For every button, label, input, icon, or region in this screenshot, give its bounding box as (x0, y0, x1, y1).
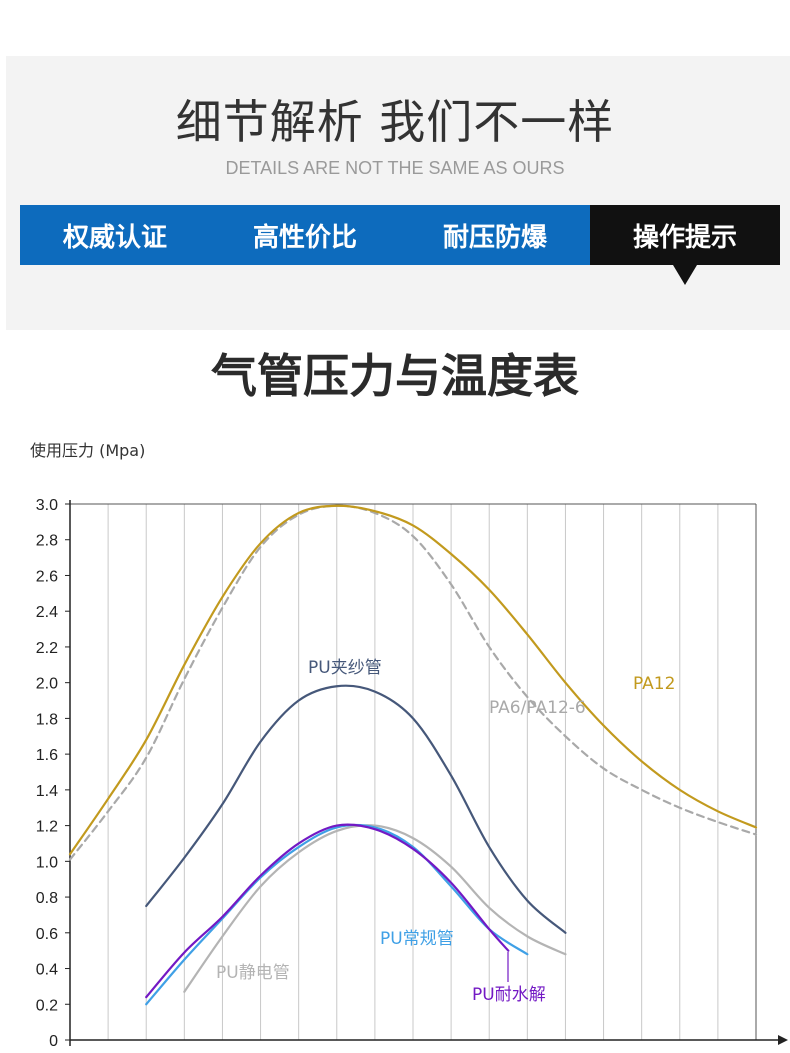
page-subtitle: DETAILS ARE NOT THE SAME AS OURS (225, 158, 565, 178)
y-tick-label: 2.0 (36, 676, 58, 693)
series-line (183, 824, 567, 993)
y-tick-label: 2.8 (36, 533, 58, 550)
series-label: PA12 (633, 674, 675, 694)
y-tick-label: 0.4 (36, 962, 58, 979)
y-tick-label: 0.8 (36, 890, 58, 907)
tab-operation-tips[interactable]: 操作提示 (590, 205, 780, 265)
y-tick-label: 1.2 (36, 819, 58, 836)
tab-certification[interactable]: 权威认证 (20, 205, 210, 265)
series-line (145, 823, 510, 999)
tab-bar: 权威认证 高性价比 耐压防爆 操作提示 (20, 205, 780, 265)
x-axis-arrow (778, 1035, 788, 1045)
y-axis-label: 使用压力 (Mpa) (30, 441, 145, 460)
y-tick-label: 0.2 (36, 997, 58, 1014)
tab-value[interactable]: 高性价比 (210, 205, 400, 265)
y-tick-label: 2.4 (36, 604, 58, 621)
y-tick-label: 1.4 (36, 783, 58, 800)
series-label: PA6/PA12-6 (489, 698, 586, 718)
section-title: 气管压力与温度表 (211, 349, 579, 403)
y-tick-label: 1.8 (36, 711, 58, 728)
series-line (145, 823, 529, 1006)
series-line (68, 504, 758, 856)
page-title: 细节解析 我们不一样 (175, 95, 615, 149)
y-tick-label: 2.2 (36, 640, 58, 657)
y-tick-label: 0 (49, 1033, 58, 1050)
active-tab-pointer (673, 265, 697, 285)
pressure-temperature-chart: 使用压力 (Mpa) 0 0.2 0.4 0.6 0.8 1.0 1.2 1.4 1.6 1.8 2.… (30, 441, 788, 1050)
tab-pressure[interactable]: 耐压防爆 (400, 205, 590, 265)
header-panel (6, 56, 790, 330)
series-label: PU常规管 (380, 929, 454, 949)
series-label: PU夹纱管 (308, 658, 382, 678)
y-tick-label: 1.0 (36, 854, 58, 871)
y-tick-label: 3.0 (36, 497, 58, 514)
series-line (68, 504, 758, 861)
series-line (145, 684, 567, 934)
y-tick-label: 2.6 (36, 568, 58, 585)
series-label: PU耐水解 (472, 985, 546, 1005)
y-tick-label: 0.6 (36, 926, 58, 943)
series-label: PU静电管 (216, 963, 290, 983)
y-tick-label: 1.6 (36, 747, 58, 764)
